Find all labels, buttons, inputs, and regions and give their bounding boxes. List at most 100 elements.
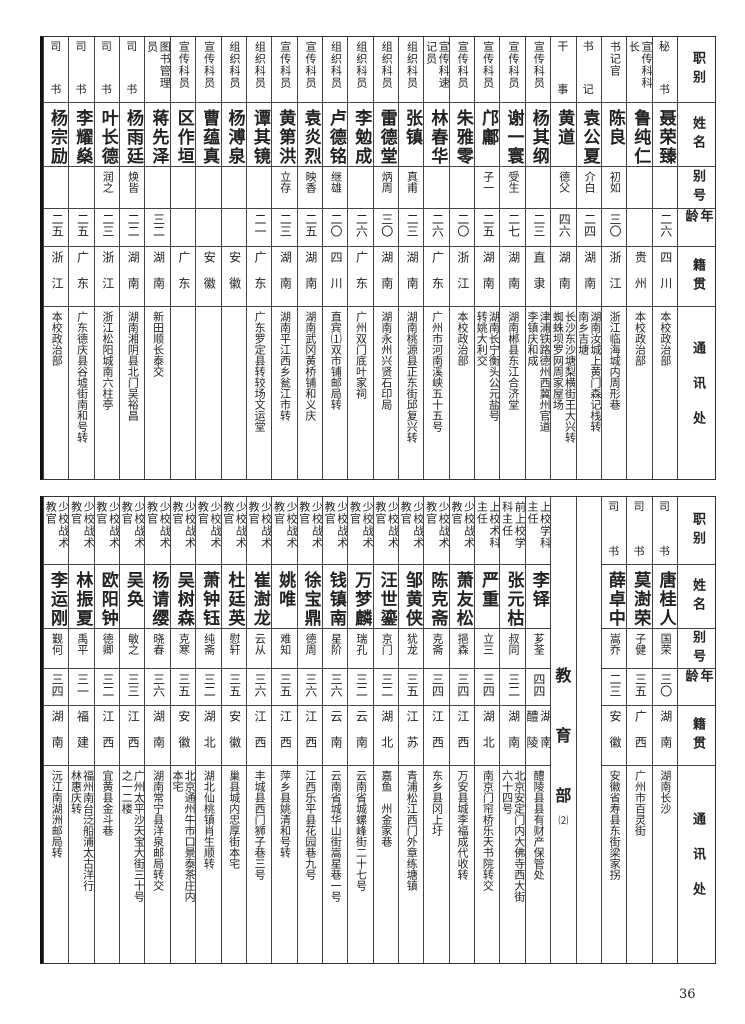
- role-line: 科主任: [500, 501, 514, 537]
- address-line: 长沙东沙塘梨横街王大兴转: [563, 311, 576, 443]
- address-text: 直宾⑴双市铺邮局转: [329, 311, 342, 410]
- staff-table-bottom: 职别 姓名 别号 年龄 籍贯 通讯处司书唐桂人 国荣 三〇 湖南 湖南长沙司书莫澍荣 子健 三五 广西广…: [40, 496, 716, 964]
- name-cell: 李耀燊: [69, 103, 94, 167]
- name-text: 徐宝鼎: [300, 571, 321, 628]
- name-text: 朱雅零: [452, 109, 473, 166]
- header-label: 姓名: [689, 577, 705, 616]
- name-text: 莫澍荣: [630, 571, 651, 628]
- address-cell: 宜黄县金斗巷: [95, 766, 119, 963]
- name-text: 黄第洪: [275, 109, 296, 166]
- role-text: 少校战术 教官: [247, 501, 271, 549]
- age-text: 三五: [227, 673, 242, 697]
- role-cell: 宣传科科长: [627, 37, 652, 103]
- role-line: 图书管理: [158, 41, 170, 89]
- age-cell: 二五: [297, 209, 322, 247]
- age-text: 三四: [430, 673, 445, 697]
- address-text: 广州太平沙天宝大街三十号 之一二楼: [120, 770, 144, 902]
- role-cell: 少校战术 教官: [399, 497, 424, 565]
- role-text: 少校战术 教官: [272, 501, 296, 549]
- name-text: 崔澍龙: [249, 571, 270, 628]
- person-column: 司书李耀燊 二五 广东 广东德庆县谷墟街南和号转: [68, 37, 94, 479]
- address-cell: 福州南台泛船浦太古洋行 林惠庆转: [69, 766, 94, 963]
- alias-cell: 挹森: [449, 629, 475, 669]
- role-text: 组织科员: [227, 41, 242, 89]
- origin-cell: 湖南: [297, 247, 322, 307]
- role-cell: 司书: [44, 37, 69, 103]
- name-cell: 欧阳钟: [94, 565, 120, 629]
- origin-cell: 安徽: [221, 247, 246, 307]
- role-line: 组织科员: [405, 41, 419, 89]
- address-text: 安徽省寿县东街梁家拐: [608, 770, 621, 880]
- name-text: 张镇: [402, 109, 422, 147]
- header-cell: 通讯处: [678, 766, 715, 963]
- role-text: 司书: [633, 500, 645, 559]
- age-text: 二四: [582, 213, 597, 237]
- role-line: 书: [75, 83, 88, 97]
- role-line: 组织科员: [329, 41, 343, 89]
- origin-text: 广东: [252, 251, 267, 303]
- role-text: 司书: [50, 40, 62, 97]
- alias-cell: 初如: [601, 167, 627, 209]
- address-text: 广州市河南溪峡五十五号: [431, 311, 444, 432]
- alias-cell: [196, 167, 221, 209]
- name-text: 邝鄘: [478, 109, 499, 147]
- role-line: 少校战术: [234, 501, 246, 549]
- alias-text: 德父: [557, 171, 571, 193]
- origin-text: 广东: [176, 251, 191, 303]
- name-cell: 曹蕴真: [196, 103, 221, 167]
- age-cell: 二三: [399, 209, 424, 247]
- role-cell: 组织科员: [246, 37, 272, 103]
- role-cell: 图书管理员: [145, 37, 170, 103]
- role-cell: 组织科员: [348, 37, 373, 103]
- role-line: 教官: [44, 501, 58, 525]
- alias-cell: 继雄: [322, 167, 348, 209]
- address-cell: 新田顺长泰交: [145, 307, 169, 479]
- origin-cell: 湖南: [399, 247, 424, 307]
- address-cell: 湖南永州兴贤石印局: [374, 307, 398, 479]
- origin-text: 安徽: [176, 710, 191, 762]
- address-cell: 嘉鱼 州金家巷: [374, 766, 398, 963]
- address-cell: [222, 307, 246, 479]
- alias-cell: 克斋: [424, 629, 449, 669]
- name-text: 谭其镜: [249, 109, 270, 166]
- alias-text: 立三: [481, 633, 495, 655]
- role-line: 少校战术: [310, 501, 322, 549]
- name-text: 袁公夏: [579, 109, 600, 166]
- role-text: 少校战术 教官: [171, 501, 195, 549]
- name-cell: 袁公夏: [576, 103, 601, 167]
- age-cell: 三五: [399, 669, 424, 706]
- origin-cell: 湖南醴陵: [525, 706, 551, 766]
- role-cell: 司书: [627, 497, 652, 565]
- role-cell: 司书: [94, 37, 120, 103]
- origin-cell: 安徽: [601, 706, 627, 766]
- address-line: 万安县城李福成代收转: [455, 770, 469, 880]
- role-cell: 干事: [551, 37, 576, 103]
- address-line: 浙江松阳城南六柱亭: [100, 311, 114, 410]
- origin-cell: 浙江: [601, 247, 627, 307]
- name-cell: 邝鄘: [475, 103, 500, 167]
- address-line: 青浦松江西门外章练塘镇: [405, 770, 419, 891]
- age-cell: 二一: [246, 209, 272, 247]
- alias-text: 慰轩: [228, 633, 242, 655]
- name-cell: 李勉成: [348, 103, 373, 167]
- address-line: 广州市百灵街: [633, 770, 647, 836]
- alias-text: 难知: [278, 633, 292, 655]
- header-label: 职别: [689, 511, 705, 550]
- age-cell: 三六: [322, 669, 348, 706]
- alias-text: 嵩乔: [608, 633, 622, 655]
- role-line: 主任: [526, 501, 540, 525]
- alias-text: 介白: [583, 171, 597, 193]
- name-cell: 张元枯: [500, 565, 525, 629]
- alias-text: 克斋: [430, 633, 444, 655]
- header-column: 职别 姓名 别号 年龄 籍贯 通讯处: [677, 497, 715, 963]
- origin-text: 江西: [430, 710, 445, 762]
- section-label-char: 育: [555, 726, 572, 745]
- header-label: 籍贯: [689, 257, 705, 296]
- role-line: 组织科员: [380, 41, 394, 89]
- name-cell: 徐宝鼎: [297, 565, 322, 629]
- origin-cell: 江西: [272, 706, 297, 766]
- alias-cell: 映香: [297, 167, 322, 209]
- address-line: 北京安定门内大佛寺西大街: [512, 770, 525, 902]
- role-line: 组织科员: [228, 41, 242, 89]
- address-line: 六十四号: [500, 770, 514, 814]
